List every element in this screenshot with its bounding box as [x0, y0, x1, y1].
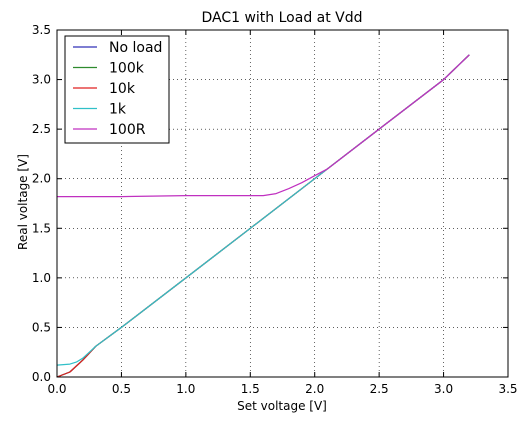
legend: No load 100k 10k 1k 100R [64, 35, 170, 144]
x-tick-label: 1.5 [241, 382, 260, 396]
legend-label-no-load: No load [109, 40, 162, 56]
plot-frame [56, 29, 509, 378]
x-axis-label: Set voltage [V] [237, 399, 327, 413]
y-tick-label: 1.5 [32, 221, 51, 235]
x-tick-label: 0.5 [112, 382, 131, 396]
y-tick-labels: 0.0 0.5 1.0 1.5 2.0 2.5 3.0 3.5 [32, 23, 51, 384]
x-tick-label: 1.0 [176, 382, 195, 396]
y-tick-label: 1.0 [32, 271, 51, 285]
series-layer [56, 54, 470, 378]
ticks [56, 29, 509, 378]
y-tick-label: 2.0 [32, 172, 51, 186]
y-tick-label: 2.5 [32, 122, 51, 136]
x-tick-label: 2.5 [370, 382, 389, 396]
y-tick-label: 0.0 [32, 370, 51, 384]
x-tick-label: 2.0 [305, 382, 324, 396]
x-tick-label: 3.0 [434, 382, 453, 396]
legend-box [64, 35, 170, 144]
x-tick-label: 3.5 [498, 382, 517, 396]
series-line-100r [57, 54, 470, 198]
x-tick-labels: 0.0 0.5 1.0 1.5 2.0 2.5 3.0 3.5 [47, 382, 517, 396]
legend-label-1k: 1k [109, 102, 127, 118]
chart-title: DAC1 with Load at Vdd [201, 10, 362, 26]
legend-label-100k: 100k [109, 61, 145, 77]
y-tick-label: 0.5 [32, 320, 51, 334]
legend-label-10k: 10k [109, 81, 136, 97]
y-tick-label: 3.0 [32, 73, 51, 87]
x-tick-label: 0.0 [47, 382, 66, 396]
y-tick-label: 3.5 [32, 23, 51, 37]
y-axis-label: Real voltage [V] [16, 154, 30, 250]
legend-label-100r: 100R [109, 122, 146, 138]
